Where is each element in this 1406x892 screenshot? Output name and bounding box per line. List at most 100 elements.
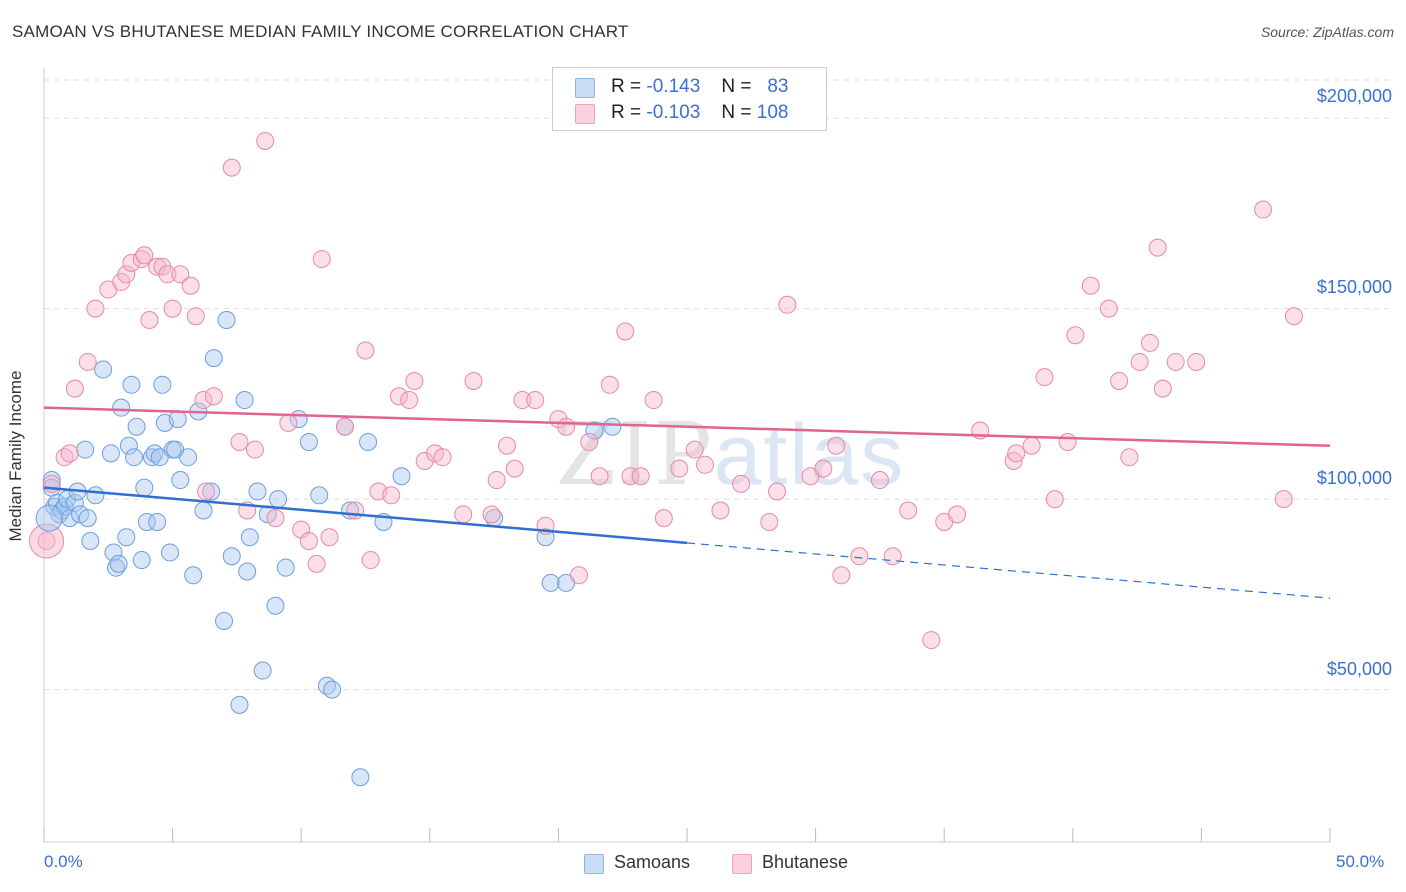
point-bhutanese <box>487 471 506 490</box>
point-samoans <box>117 528 136 547</box>
point-bhutanese <box>1140 333 1159 352</box>
point-bhutanese <box>616 322 635 341</box>
legend-n-label: N = <box>721 76 752 97</box>
point-bhutanese <box>361 551 380 570</box>
point-samoans <box>359 432 378 451</box>
y-tick-label-50000: $50,000 <box>1326 659 1392 679</box>
y-tick-label-150000: $150,000 <box>1316 277 1392 297</box>
point-bhutanese <box>194 391 213 410</box>
point-bhutanese <box>346 501 365 520</box>
point-bhutanese <box>1148 238 1167 257</box>
point-samoans <box>541 573 560 592</box>
point-bhutanese <box>415 452 434 470</box>
point-samoans <box>235 391 254 410</box>
point-samoans <box>112 398 131 417</box>
point-bhutanese <box>1153 379 1172 398</box>
legend-r-label: R = <box>611 76 642 97</box>
point-bhutanese <box>827 436 846 455</box>
watermark: ZIPatlas <box>556 405 905 505</box>
point-bhutanese <box>181 276 200 295</box>
point-bhutanese <box>256 131 275 150</box>
point-samoans <box>122 375 141 394</box>
x-tick-label-max: 50.0% <box>1336 852 1385 871</box>
point-bhutanese <box>631 467 650 486</box>
point-bhutanese <box>505 459 524 478</box>
point-bhutanese <box>204 387 223 406</box>
y-tick-label-100000: $100,000 <box>1316 468 1392 488</box>
point-bhutanese <box>670 459 689 478</box>
point-bhutanese <box>526 391 545 410</box>
point-samoans <box>127 417 146 436</box>
point-bhutanese <box>186 307 205 326</box>
point-bhutanese <box>883 547 902 566</box>
point-samoans <box>269 490 288 509</box>
point-bhutanese <box>1110 371 1129 390</box>
bottom-legend-label-bhutanese: Bhutanese <box>762 852 849 872</box>
watermark-atlas: atlas <box>713 407 906 503</box>
point-samoans <box>132 551 151 570</box>
point-bhutanese <box>1284 307 1303 326</box>
point-samoans <box>240 528 259 547</box>
point-bhutanese <box>760 512 779 531</box>
point-bhutanese <box>222 158 241 177</box>
point-bhutanese <box>513 391 532 410</box>
point-samoans <box>171 471 190 490</box>
point-samoans <box>86 486 105 505</box>
point-bhutanese <box>60 444 79 463</box>
point-bhutanese <box>389 387 408 406</box>
point-bhutanese <box>117 265 136 284</box>
point-samoans <box>194 501 213 520</box>
point-bhutanese <box>230 432 249 451</box>
point-bhutanese <box>557 417 576 436</box>
point-bhutanese <box>140 311 159 330</box>
point-bhutanese <box>266 509 285 528</box>
legend-r-value: -0.103 <box>646 102 701 123</box>
point-samoans <box>230 695 249 714</box>
point-samoans <box>94 360 113 379</box>
point-samoans <box>299 432 318 451</box>
point-bhutanese <box>1035 368 1054 387</box>
legend-swatch-bhutanese <box>575 104 595 124</box>
point-bhutanese <box>1045 490 1064 509</box>
point-samoans <box>253 661 272 680</box>
point-bhutanese <box>497 436 516 455</box>
point-bhutanese <box>197 482 216 501</box>
point-samoans <box>202 482 221 501</box>
point-bhutanese <box>335 417 354 436</box>
point-bhutanese <box>1007 444 1026 463</box>
point-samoans <box>168 410 187 429</box>
point-samoans <box>119 436 138 455</box>
y-tick-label-200000: $200,000 <box>1316 86 1392 106</box>
point-samoans <box>204 349 223 368</box>
point-bhutanese <box>948 505 967 524</box>
point-samoans <box>161 543 180 562</box>
point-bhutanese <box>382 486 401 505</box>
legend-n-label: N = <box>721 102 752 123</box>
point-samoans <box>101 444 120 463</box>
point-samoans <box>392 467 411 486</box>
bottom-legend-swatch-bhutanese <box>732 854 752 874</box>
point-bhutanese <box>78 352 97 371</box>
y-axis-label: Median Family Income <box>6 370 25 542</box>
point-bhutanese <box>312 250 331 269</box>
chart-source: Source: ZipAtlas.com <box>1260 24 1394 40</box>
legend-swatch-samoans <box>575 78 595 98</box>
point-samoans <box>35 504 63 532</box>
x-tick-label-min: 0.0% <box>44 852 83 871</box>
point-bhutanese <box>870 471 889 490</box>
watermark-zip: ZIP <box>556 405 714 505</box>
point-bhutanese <box>1254 200 1273 219</box>
point-bhutanese <box>356 341 375 360</box>
point-samoans <box>603 417 622 436</box>
point-samoans <box>585 421 604 440</box>
trend-line-bhutanese <box>43 406 1331 448</box>
point-bhutanese <box>158 265 177 284</box>
point-bhutanese <box>621 467 640 486</box>
point-bhutanese <box>1099 299 1118 318</box>
point-bhutanese <box>1166 352 1185 371</box>
legend-n-value: 83 <box>767 76 789 97</box>
point-samoans <box>148 512 167 531</box>
point-samoans <box>135 478 154 497</box>
point-samoans <box>65 493 84 512</box>
